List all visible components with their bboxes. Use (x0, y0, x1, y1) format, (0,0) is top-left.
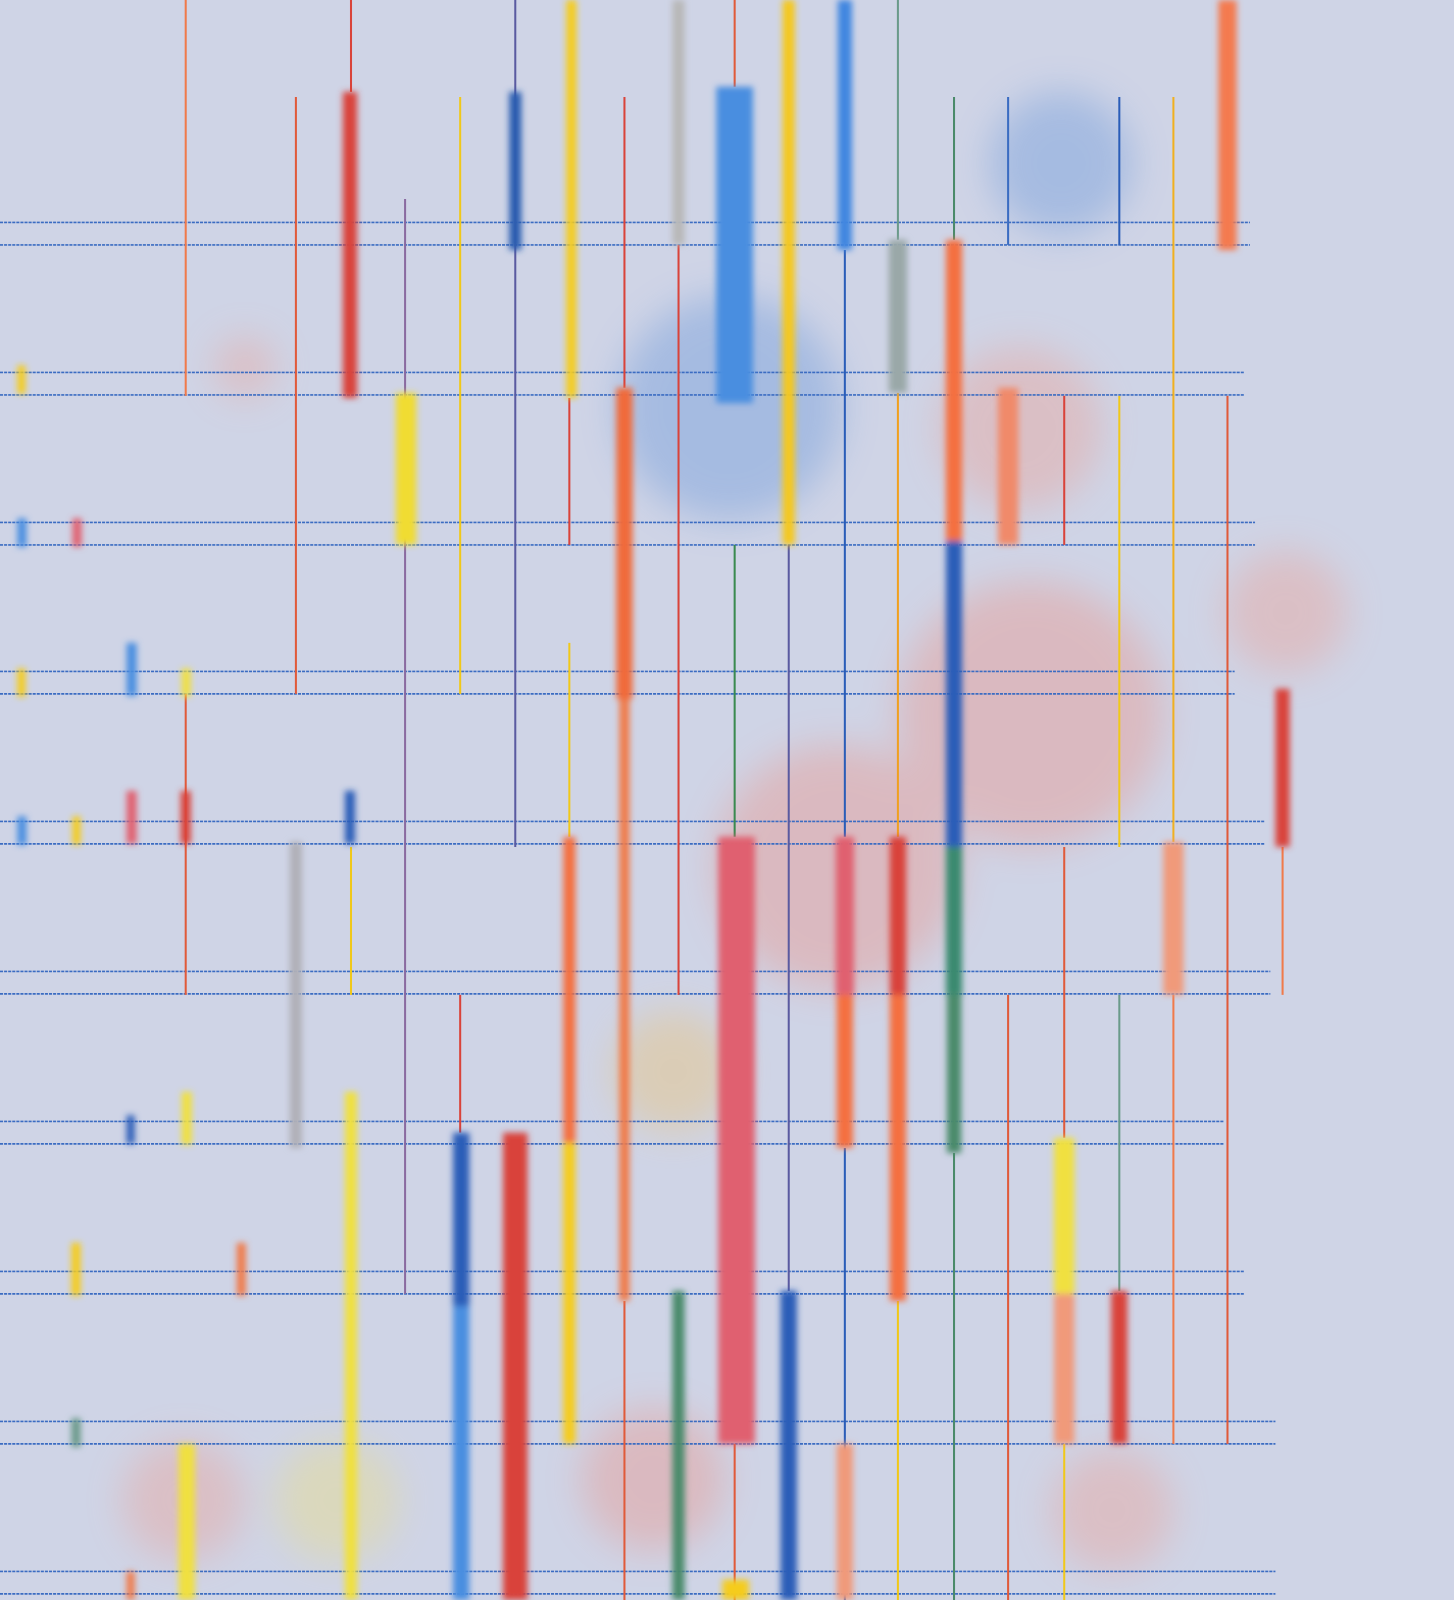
bars (17, 0, 1290, 1600)
thin-lines (184, 0, 1284, 1600)
